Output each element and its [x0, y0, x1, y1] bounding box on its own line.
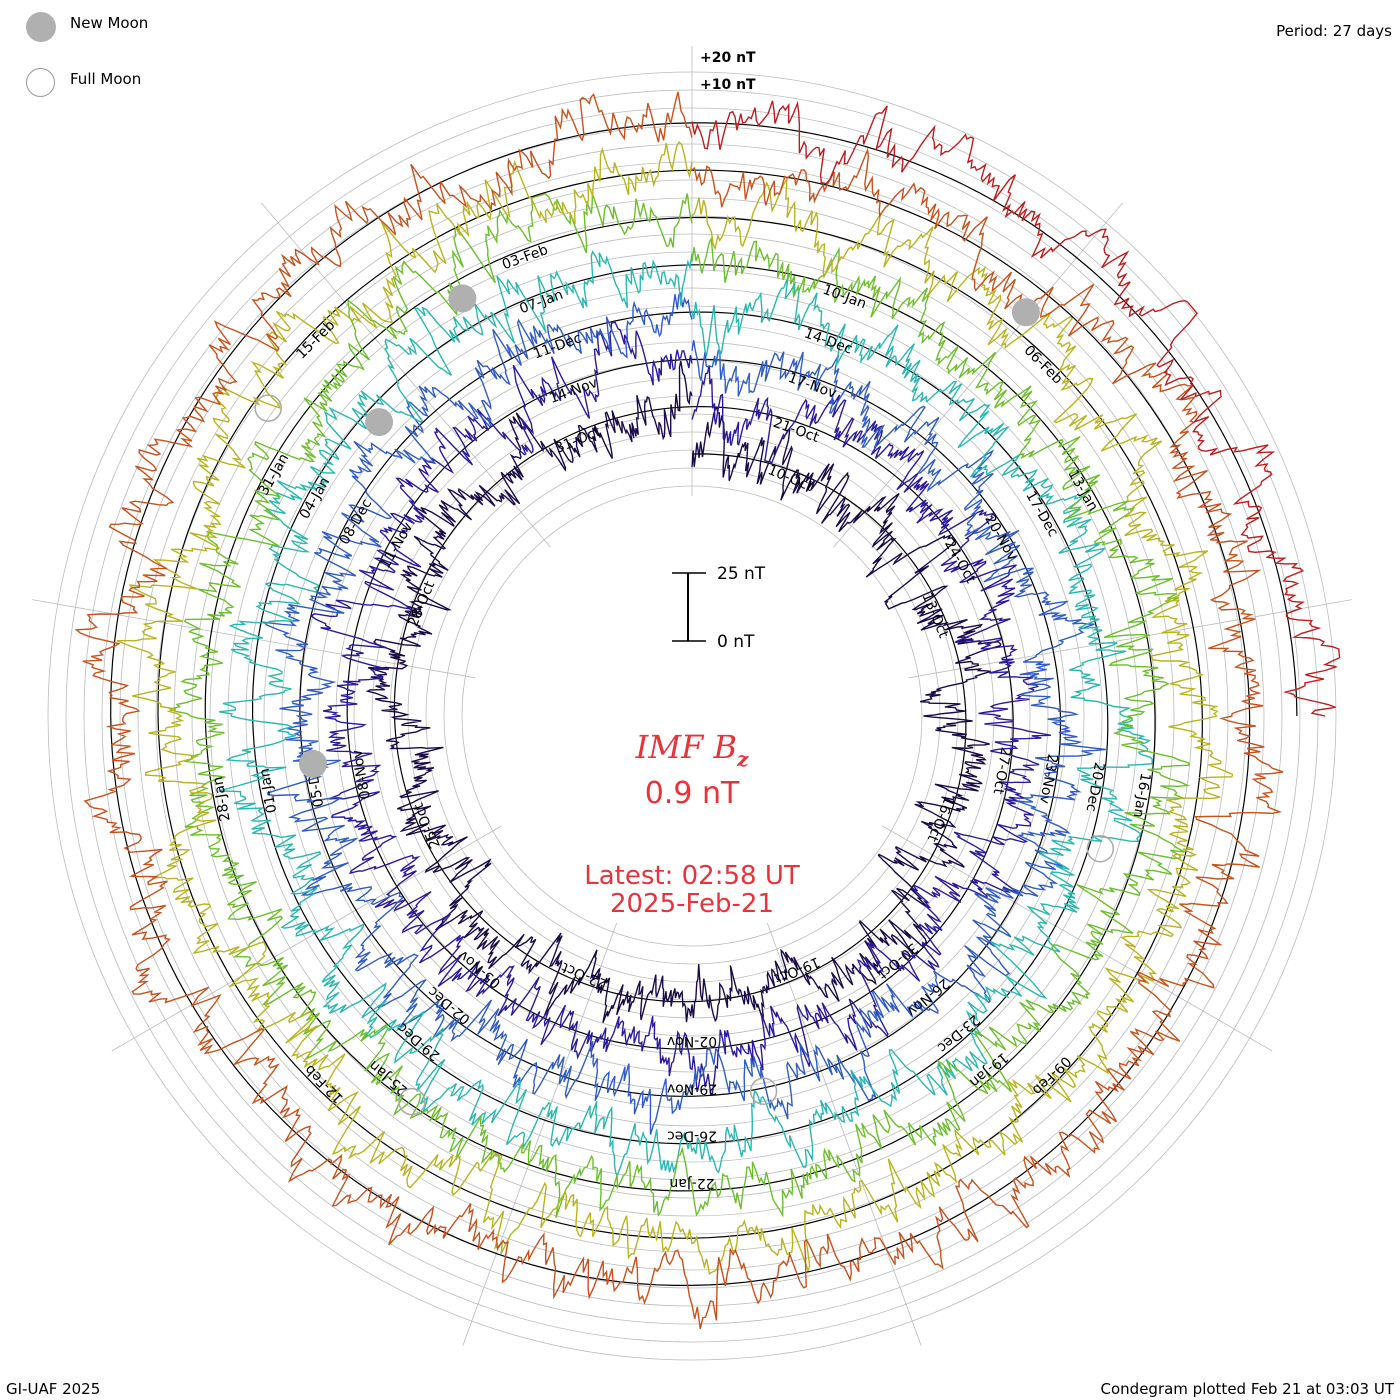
new-moon-legend: New Moon [26, 12, 148, 42]
series-line [218, 250, 1154, 1178]
series-line [261, 291, 1106, 1135]
scale-bar-top-label: 25 nT [717, 564, 766, 584]
credit-label: GI-UAF 2025 [6, 1380, 101, 1398]
grid-spoke [111, 825, 502, 1052]
baseline-arc [692, 122, 1298, 717]
grid-ring [389, 413, 995, 1019]
center-title-quantity: IMF B [635, 728, 737, 766]
date-label: 26-Dec [667, 1128, 717, 1144]
full-moon-label: Full Moon [70, 70, 142, 88]
date-label: 28-Oct [405, 579, 438, 629]
grid-spoke [261, 202, 551, 548]
ring-label-10: +10 nT [700, 77, 756, 93]
date-label: 08-Nov [349, 748, 373, 800]
grid-spoke [766, 922, 922, 1346]
date-label: 14-Nov [547, 375, 600, 407]
date-label: 29-Nov [667, 1080, 717, 1096]
plotted-label: Condegram plotted Feb 21 at 03:03 UT [1100, 1380, 1394, 1398]
date-label: 16-Jan [1130, 772, 1154, 819]
series-layer [74, 91, 1341, 1330]
series-line [365, 360, 1002, 1023]
series-line [74, 91, 1284, 1330]
center-latest: Latest: 02:58 UT [584, 861, 800, 891]
grid-spoke [462, 922, 618, 1346]
series-line [116, 141, 1234, 1275]
series-line [691, 100, 1341, 717]
scale-bar-bottom-label: 0 nT [717, 632, 755, 652]
ring-label-20: +20 nT [700, 50, 756, 66]
new-moon-icon [26, 12, 56, 42]
new-moon-marker [448, 284, 477, 313]
center-date: 2025-Feb-21 [610, 889, 774, 919]
scale-bar: 25 nT 0 nT [672, 564, 766, 652]
date-label: 05-Nov [455, 947, 504, 992]
date-label: 06-Feb [1021, 342, 1066, 387]
center-value: 0.9 nT [645, 776, 740, 811]
date-label: 22-Jan [669, 1175, 714, 1191]
grid-spoke [908, 599, 1352, 679]
grid-spoke [833, 202, 1123, 548]
new-moon-label: New Moon [70, 14, 149, 32]
baseline-arc [252, 264, 1109, 1145]
date-label: 03-Feb [500, 242, 550, 273]
series-line [168, 193, 1191, 1219]
date-label: 08-Dec [337, 496, 376, 547]
date-label: 02-Nov [667, 1033, 717, 1049]
baseline-arc [110, 122, 1251, 1286]
series-line [311, 321, 1052, 1095]
center-title: IMF Bz [635, 728, 749, 771]
full-moon-marker [749, 1077, 778, 1105]
date-label: 17-Nov [786, 370, 839, 402]
date-label: 16-Oct [924, 794, 957, 844]
date-label: 28-Jan [210, 775, 234, 822]
new-moon-marker [1011, 298, 1040, 327]
spoke-layer [32, 46, 1352, 1346]
baseline-arc [157, 169, 1203, 1239]
full-moon-marker [398, 1087, 426, 1116]
date-label: 25-Oct [411, 800, 444, 850]
full-moon-icon [26, 68, 55, 97]
full-moon-legend: Full Moon [26, 68, 141, 97]
period-label: Period: 27 days [1276, 22, 1392, 40]
baseline-arc [204, 216, 1156, 1192]
new-moon-marker [299, 749, 327, 778]
full-moon-marker [1086, 834, 1115, 863]
date-label: 01-Jan [257, 767, 281, 814]
grid-spoke [882, 825, 1273, 1052]
date-label: 04-Jan [297, 475, 333, 522]
center-title-subscript: z [736, 747, 749, 771]
moon-layer [254, 284, 1115, 1116]
date-label: 10-Oct [765, 462, 815, 495]
new-moon-marker [365, 408, 394, 437]
full-moon-marker [254, 394, 282, 422]
